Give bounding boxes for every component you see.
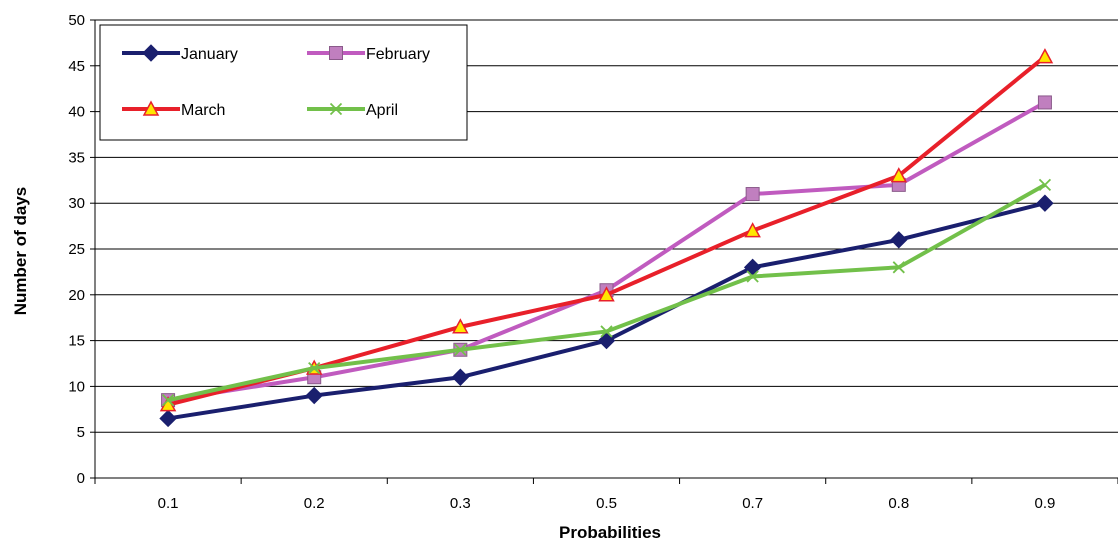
y-tick-label: 20: [68, 287, 85, 304]
data-point: [329, 46, 343, 60]
data-point: [1038, 178, 1052, 192]
legend-label: April: [366, 102, 398, 119]
legend: January February March April: [99, 24, 468, 141]
x-axis-title: Probabilities: [559, 523, 661, 542]
data-point: [305, 386, 323, 405]
series-line: [167, 100, 1046, 403]
series-april: [161, 178, 1052, 407]
x-tick-label: 0.5: [596, 495, 617, 512]
data-point: [452, 318, 469, 334]
legend-item-january: January: [122, 44, 238, 63]
legend-item-march: March: [122, 100, 225, 119]
data-point: [600, 325, 613, 338]
series-january: [159, 194, 1054, 428]
data-point: [892, 261, 905, 274]
y-tick-label: 35: [68, 149, 85, 166]
y-tick-label: 10: [68, 378, 85, 395]
data-point: [890, 167, 908, 183]
legend-item-february: February: [307, 46, 430, 63]
x-tick-label: 0.9: [1034, 495, 1055, 512]
data-point: [161, 394, 175, 407]
legend-box: [99, 24, 468, 141]
data-point: [890, 231, 908, 249]
data-point: [308, 361, 321, 375]
y-tick-label: 15: [68, 333, 85, 350]
y-tick-label: 50: [68, 12, 85, 29]
y-tick-label: 5: [77, 424, 85, 441]
y-tick-label: 45: [68, 58, 85, 75]
y-axis-title: Number of days: [11, 187, 30, 315]
x-tick-labels: 0.1 0.2 0.3 0.5 0.7 0.8 0.9: [158, 495, 1056, 512]
data-point: [743, 258, 762, 277]
data-point: [746, 270, 759, 283]
data-point: [597, 331, 616, 350]
axes: [90, 19, 1118, 484]
data-point: [451, 368, 470, 386]
data-point: [159, 409, 177, 428]
data-point: [329, 102, 343, 116]
y-tick-label: 0: [77, 470, 85, 487]
data-point: [1037, 95, 1052, 110]
y-tick-labels: 0 5 10 15 20 25 30 35 40 45 50: [68, 12, 85, 487]
y-tick-label: 40: [68, 104, 85, 121]
legend-item-april: April: [307, 102, 398, 119]
data-point: [142, 100, 160, 116]
data-point: [142, 44, 160, 62]
legend-label: February: [366, 46, 430, 63]
data-point: [745, 187, 760, 202]
y-tick-label: 25: [68, 241, 85, 258]
y-tick-label: 30: [68, 195, 85, 212]
x-tick-label: 0.7: [742, 495, 763, 512]
data-point: [1036, 194, 1054, 212]
data-point: [454, 343, 467, 356]
x-tick-label: 0.8: [888, 495, 909, 512]
data-point: [744, 222, 761, 238]
data-point: [598, 286, 615, 302]
series-february: [161, 95, 1052, 408]
x-tick-label: 0.1: [158, 495, 179, 512]
data-point: [1036, 48, 1054, 64]
x-tick-label: 0.3: [450, 495, 471, 512]
legend-label: March: [181, 102, 225, 119]
series-lines: [159, 48, 1054, 428]
x-tick-label: 0.2: [304, 495, 325, 512]
legend-label: January: [181, 46, 238, 63]
